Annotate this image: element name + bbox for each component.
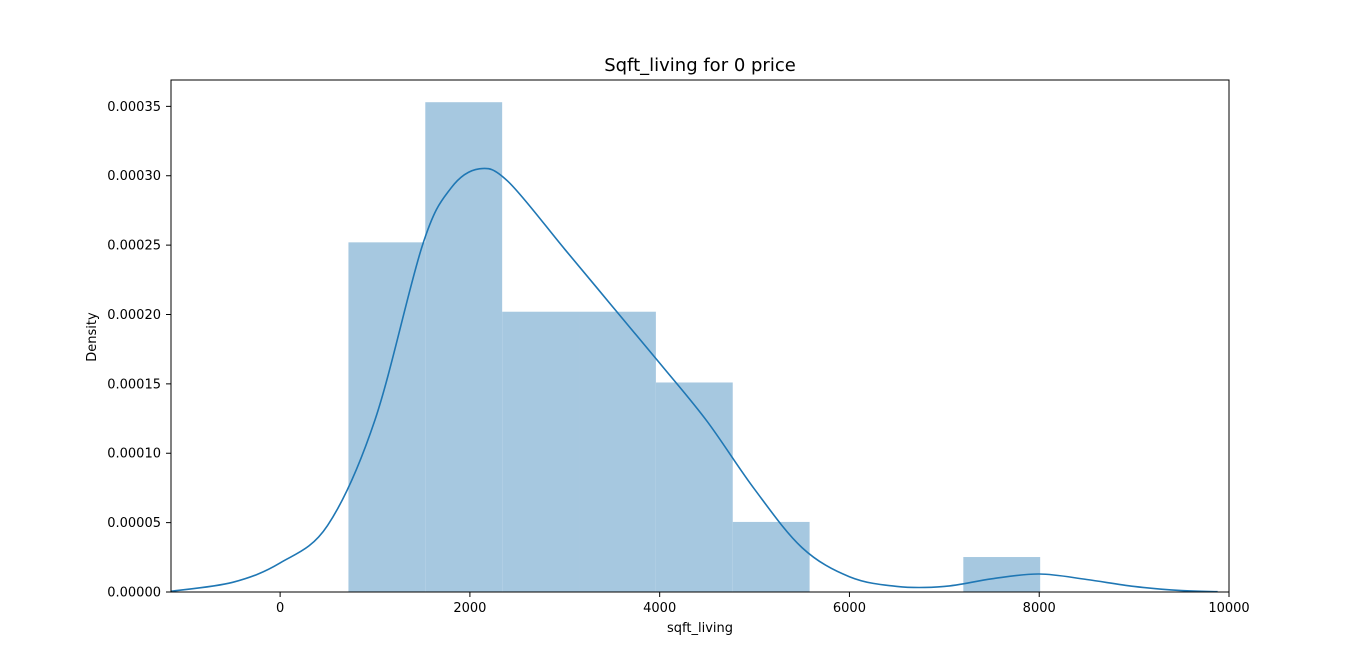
x-tick-label: 6000 — [833, 601, 866, 616]
histogram-bar-4 — [655, 382, 733, 592]
kde-curve — [170, 167, 1218, 593]
histogram-bar-1 — [425, 102, 503, 593]
y-tick-label: 0.00000 — [107, 586, 161, 601]
histogram-bar-5 — [732, 521, 810, 592]
y-tick-label: 0.00035 — [107, 100, 161, 115]
y-tick-label: 0.00025 — [107, 239, 161, 254]
histogram-bars — [348, 102, 1041, 593]
plot-frame — [170, 79, 1230, 593]
chart-title: Sqft_living for 0 price — [604, 55, 796, 76]
y-tick-label: 0.00020 — [107, 308, 161, 323]
x-tick-label: 10000 — [1208, 601, 1249, 616]
x-tick-label: 0 — [276, 601, 284, 616]
x-axis-label: sqft_living — [667, 621, 733, 636]
y-tick-label: 0.00030 — [107, 169, 161, 184]
histogram-bar-2 — [502, 311, 580, 592]
y-tick-label: 0.00010 — [107, 447, 161, 462]
y-tick-label: 0.00015 — [107, 377, 161, 392]
x-axis-ticks: 0 2000 4000 6000 8000 10000 — [276, 592, 1250, 616]
kde-curve-group — [170, 167, 1218, 593]
x-tick-label: 2000 — [453, 601, 486, 616]
histogram-bar-0 — [348, 242, 426, 592]
x-tick-label: 8000 — [1023, 601, 1056, 616]
y-tick-label: 0.00005 — [107, 516, 161, 531]
histogram-bar-3 — [579, 311, 656, 592]
y-axis-label: Density — [85, 312, 100, 362]
x-tick-label: 4000 — [643, 601, 676, 616]
y-axis-ticks: 0.00000 0.00005 0.00010 0.00015 0.00020 0.000… — [107, 100, 171, 601]
